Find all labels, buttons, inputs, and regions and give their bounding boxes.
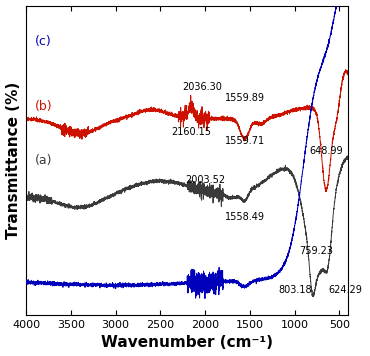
Text: (a): (a) — [35, 154, 53, 167]
Text: 1558.49: 1558.49 — [225, 212, 265, 222]
Text: 759.23: 759.23 — [299, 246, 333, 256]
Text: 1559.89: 1559.89 — [225, 93, 265, 103]
X-axis label: Wavenumber (cm⁻¹): Wavenumber (cm⁻¹) — [101, 335, 273, 350]
Text: 1559.71: 1559.71 — [225, 136, 265, 146]
Text: 2160.15: 2160.15 — [171, 127, 211, 137]
Text: (b): (b) — [35, 100, 53, 113]
Y-axis label: Transmittance (%): Transmittance (%) — [6, 82, 21, 239]
Text: 803.18: 803.18 — [278, 285, 312, 295]
Text: 624.29: 624.29 — [328, 285, 362, 295]
Text: (c): (c) — [35, 35, 52, 48]
Text: 2003.52: 2003.52 — [185, 174, 225, 185]
Text: 648.99: 648.99 — [309, 146, 343, 156]
Text: 2036.30: 2036.30 — [182, 82, 222, 92]
